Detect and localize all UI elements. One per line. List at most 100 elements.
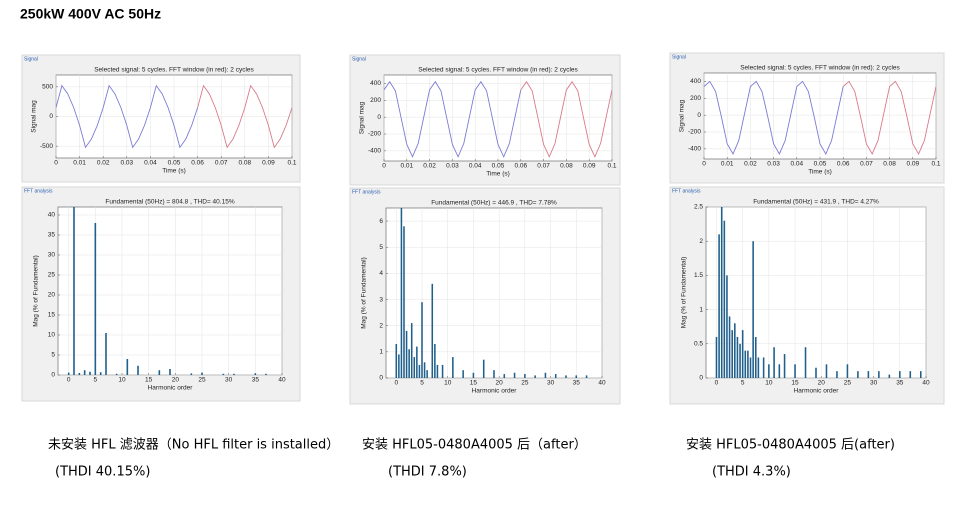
y-tick-label: 1.5 (694, 272, 703, 279)
x-tick-label: 25 (844, 380, 852, 387)
bar (899, 371, 901, 378)
y-tick-label: 4 (379, 270, 383, 277)
x-tick-label: 30 (547, 380, 555, 387)
bar (431, 283, 434, 378)
x-tick-label: 0.06 (514, 163, 527, 170)
bar (741, 330, 744, 378)
signal-line (56, 84, 199, 149)
x-tick-label: 0.1 (607, 163, 616, 170)
x-axis-label: Harmonic order (472, 388, 518, 395)
y-tick-label: 40 (48, 212, 56, 219)
plot-content (715, 207, 922, 378)
x-tick-label: 25 (521, 380, 529, 387)
y-tick-label: 1 (379, 349, 383, 356)
bar (728, 316, 731, 378)
x-tick-label: 30 (225, 377, 233, 384)
x-tick-label: 0.08 (238, 160, 251, 167)
bar (421, 302, 423, 378)
y-tick-label: 0 (699, 375, 703, 382)
bar (67, 372, 70, 375)
panel-label: FFT analysis (672, 188, 701, 194)
bar (909, 371, 912, 378)
bar (398, 354, 400, 378)
x-tick-label: 35 (896, 380, 904, 387)
x-tick-label: 0.02 (423, 163, 436, 170)
bar (99, 372, 102, 375)
y-axis-label: Signal mag (679, 99, 686, 132)
bar (78, 373, 81, 375)
bar (846, 364, 849, 378)
chart-title: Fundamental (50Hz) = 446.9 , THD= 7.78% (431, 200, 557, 207)
plot-content (704, 80, 936, 155)
bar (736, 336, 739, 378)
bar (734, 323, 736, 378)
bar (73, 207, 75, 375)
x-tick-label: 30 (870, 380, 878, 387)
bar (919, 371, 922, 378)
bar (524, 374, 526, 378)
bar (416, 346, 418, 378)
bar (715, 336, 718, 378)
caption: 未安装 HFL 滤波器（No HFL filter is installed） (48, 438, 339, 453)
caption: (THDI 4.3%) (712, 465, 791, 480)
signal-line (842, 80, 936, 155)
bar (493, 370, 495, 378)
x-tick-label: 0.04 (144, 160, 157, 167)
y-tick-label: 25 (48, 272, 56, 279)
chart-title: Selected signal: 5 cycles. FFT window (i… (94, 67, 254, 74)
x-tick-label: 35 (573, 380, 581, 387)
bar (867, 371, 870, 378)
x-tick-label: 0.07 (215, 160, 228, 167)
x-tick-label: 0.03 (120, 160, 133, 167)
bar (575, 375, 578, 378)
caption: (THDI 40.15%) (55, 465, 150, 480)
bar (423, 362, 426, 378)
y-tick-label: 500 (42, 84, 53, 91)
y-tick-label: 2.5 (694, 204, 703, 211)
x-tick-label: 25 (198, 377, 206, 384)
x-tick-label: 0.08 (560, 163, 573, 170)
bar (403, 226, 405, 378)
bar (94, 223, 97, 375)
bar (836, 371, 838, 378)
bar (857, 371, 859, 378)
x-tick-label: 0.03 (767, 161, 780, 168)
x-tick-label: 0.05 (814, 161, 827, 168)
x-tick-label: 5 (94, 377, 98, 384)
x-tick-label: 0.04 (790, 161, 803, 168)
bar (726, 275, 728, 378)
x-tick-label: 0.06 (191, 160, 204, 167)
y-axis-label: Signal mag (359, 101, 366, 134)
x-tick-label: 5 (420, 380, 424, 387)
bar (773, 347, 775, 378)
x-tick-label: 0.02 (97, 160, 110, 167)
signal-line (704, 80, 844, 155)
bar (804, 347, 807, 378)
plot-content (384, 80, 612, 158)
y-axis-label: Mag (% of Fundamental) (681, 257, 688, 329)
x-axis-label: Time (s) (486, 171, 510, 178)
x-axis-label: Time (s) (808, 169, 832, 176)
x-tick-label: 0 (67, 377, 71, 384)
bar (778, 364, 781, 378)
y-tick-label: -500 (40, 143, 53, 150)
x-tick-label: 15 (470, 380, 478, 387)
x-tick-label: 0.03 (446, 163, 459, 170)
bar (565, 375, 567, 378)
chart-title: Selected signal: 5 cycles. FFT window (i… (740, 65, 900, 72)
y-tick-label: 0 (697, 112, 701, 119)
x-tick-label: 40 (278, 377, 286, 384)
x-tick-label: 5 (741, 380, 745, 387)
y-tick-label: -200 (688, 129, 701, 136)
x-tick-label: 10 (118, 377, 126, 384)
y-axis-label: Mag (% of Fundamental) (361, 257, 368, 329)
caption: 安装 HFL05-0480A4005 后(after) (686, 438, 895, 453)
bar (752, 241, 754, 378)
x-tick-label: 0.1 (287, 160, 296, 167)
bar (757, 357, 760, 378)
y-tick-label: 10 (48, 332, 56, 339)
plot-area (57, 206, 283, 376)
bar (513, 372, 516, 378)
bar (554, 374, 557, 378)
x-tick-label: 0 (394, 380, 398, 387)
